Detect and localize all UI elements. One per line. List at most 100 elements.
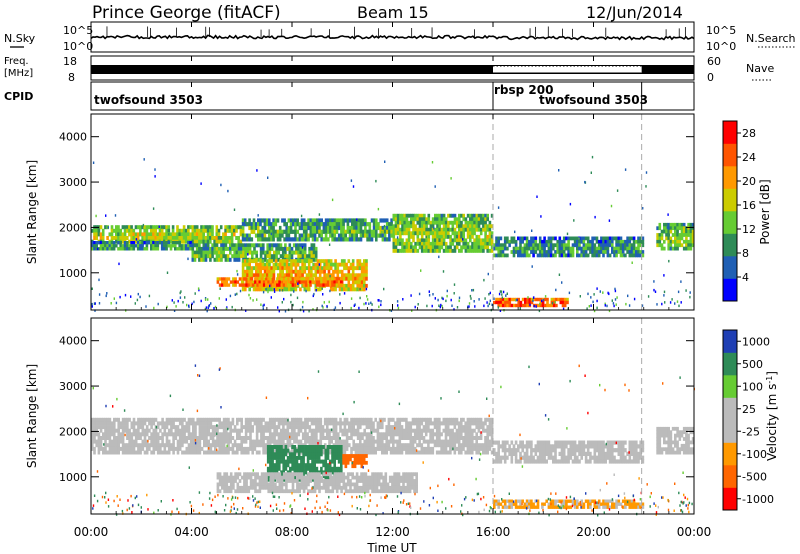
heatmap-cell <box>268 439 272 444</box>
heatmap-cell <box>292 269 295 274</box>
heatmap-cell <box>287 233 291 238</box>
heatmap-noise <box>281 289 284 292</box>
heatmap-cell <box>418 432 421 437</box>
heatmap-cell <box>143 417 147 422</box>
beam-title: Beam 15 <box>357 3 429 22</box>
heatmap-cell <box>447 231 450 236</box>
heatmap-cell <box>545 243 548 248</box>
heatmap-cell <box>482 450 485 455</box>
heatmap-cell <box>422 446 426 451</box>
heatmap-cell <box>93 247 96 251</box>
heatmap-cell <box>281 250 285 255</box>
heatmap-noise <box>467 305 469 309</box>
heatmap-cell <box>566 297 569 302</box>
heatmap-cell <box>528 253 531 258</box>
heatmap-cell <box>249 436 252 440</box>
heatmap-cell <box>207 439 210 444</box>
heatmap-cell <box>302 222 306 227</box>
heatmap-cell <box>130 228 133 233</box>
heatmap-cell <box>484 224 487 229</box>
heatmap-cell <box>377 233 380 238</box>
heatmap-cell <box>266 459 270 464</box>
heatmap-cell <box>434 238 437 243</box>
heatmap-cell <box>420 217 424 222</box>
heatmap-cell <box>268 218 271 223</box>
heatmap-cell <box>460 428 463 433</box>
heatmap-cell <box>567 455 570 460</box>
heatmap-cell <box>427 231 431 236</box>
heatmap-cell <box>237 236 240 240</box>
heatmap-cell <box>220 254 223 259</box>
heatmap-cell <box>326 425 329 430</box>
heatmap-cell <box>189 450 193 455</box>
heatmap-cell <box>523 455 527 460</box>
heatmap-cell <box>524 303 527 308</box>
heatmap-cell <box>346 225 350 231</box>
heatmap-cell <box>363 446 366 451</box>
heatmap-cell <box>299 428 303 433</box>
heatmap-cell <box>241 273 245 278</box>
heatmap-cell <box>307 266 311 271</box>
heatmap-cell <box>471 450 474 455</box>
heatmap-cell <box>97 232 101 237</box>
heatmap-cell <box>321 266 324 271</box>
heatmap-cell <box>255 439 259 444</box>
heatmap-cell <box>320 280 323 284</box>
heatmap-cell <box>278 459 281 464</box>
heatmap-cell <box>600 440 603 445</box>
heatmap-cell <box>220 446 224 451</box>
heatmap-cell <box>248 269 251 274</box>
heatmap-noise <box>594 215 596 219</box>
heatmap-cell <box>312 246 316 251</box>
heatmap-cell <box>392 425 395 430</box>
heatmap-cell <box>318 225 321 231</box>
heatmap-cell <box>97 425 101 430</box>
heatmap-cell <box>99 236 103 240</box>
heatmap-cell <box>108 417 112 422</box>
heatmap-cell <box>457 421 461 426</box>
heatmap-cell <box>176 428 180 433</box>
heatmap-cell <box>379 225 382 231</box>
heatmap-cell <box>126 436 129 440</box>
heatmap-cell <box>284 428 287 433</box>
heatmap-cell <box>429 439 432 444</box>
heatmap-cell <box>268 222 271 227</box>
heatmap-cell <box>303 266 307 271</box>
heatmap-cell <box>225 421 228 426</box>
heatmap-cell <box>335 222 339 227</box>
heatmap-cell <box>326 432 329 437</box>
heatmap-cell <box>277 273 280 278</box>
heatmap-cell <box>475 436 478 440</box>
heatmap-cell <box>414 224 417 229</box>
heatmap-cell <box>270 225 273 231</box>
heatmap-noise <box>653 288 655 292</box>
heatmap-cell <box>595 440 599 445</box>
heatmap-cell <box>200 432 204 437</box>
heatmap-cell <box>464 238 468 243</box>
heatmap-cell <box>484 439 487 444</box>
heatmap-cell <box>141 247 144 251</box>
heatmap-noise <box>590 296 592 299</box>
heatmap-cell <box>258 421 261 426</box>
heatmap-cell <box>324 283 328 287</box>
heatmap-noise <box>663 290 666 294</box>
heatmap-cell <box>351 287 355 292</box>
heatmap-cell <box>499 253 503 258</box>
heatmap-cell <box>198 239 201 244</box>
heatmap-cell <box>658 443 662 448</box>
heatmap-cell <box>306 417 309 422</box>
heatmap-cell <box>524 297 527 302</box>
heatmap-cell <box>466 213 470 218</box>
heatmap-cell <box>562 444 566 449</box>
heatmap-cell <box>334 269 337 274</box>
heatmap-cell <box>571 243 575 248</box>
heatmap-cell <box>429 220 433 225</box>
heatmap-cell <box>541 455 544 460</box>
heatmap-noise <box>471 289 473 292</box>
cpid-label: CPID <box>4 90 33 103</box>
heatmap-cell <box>160 232 164 237</box>
heatmap-cell <box>237 243 241 248</box>
heatmap-cell <box>506 455 509 460</box>
heatmap-cell <box>284 254 287 259</box>
heatmap-cell <box>307 262 311 267</box>
